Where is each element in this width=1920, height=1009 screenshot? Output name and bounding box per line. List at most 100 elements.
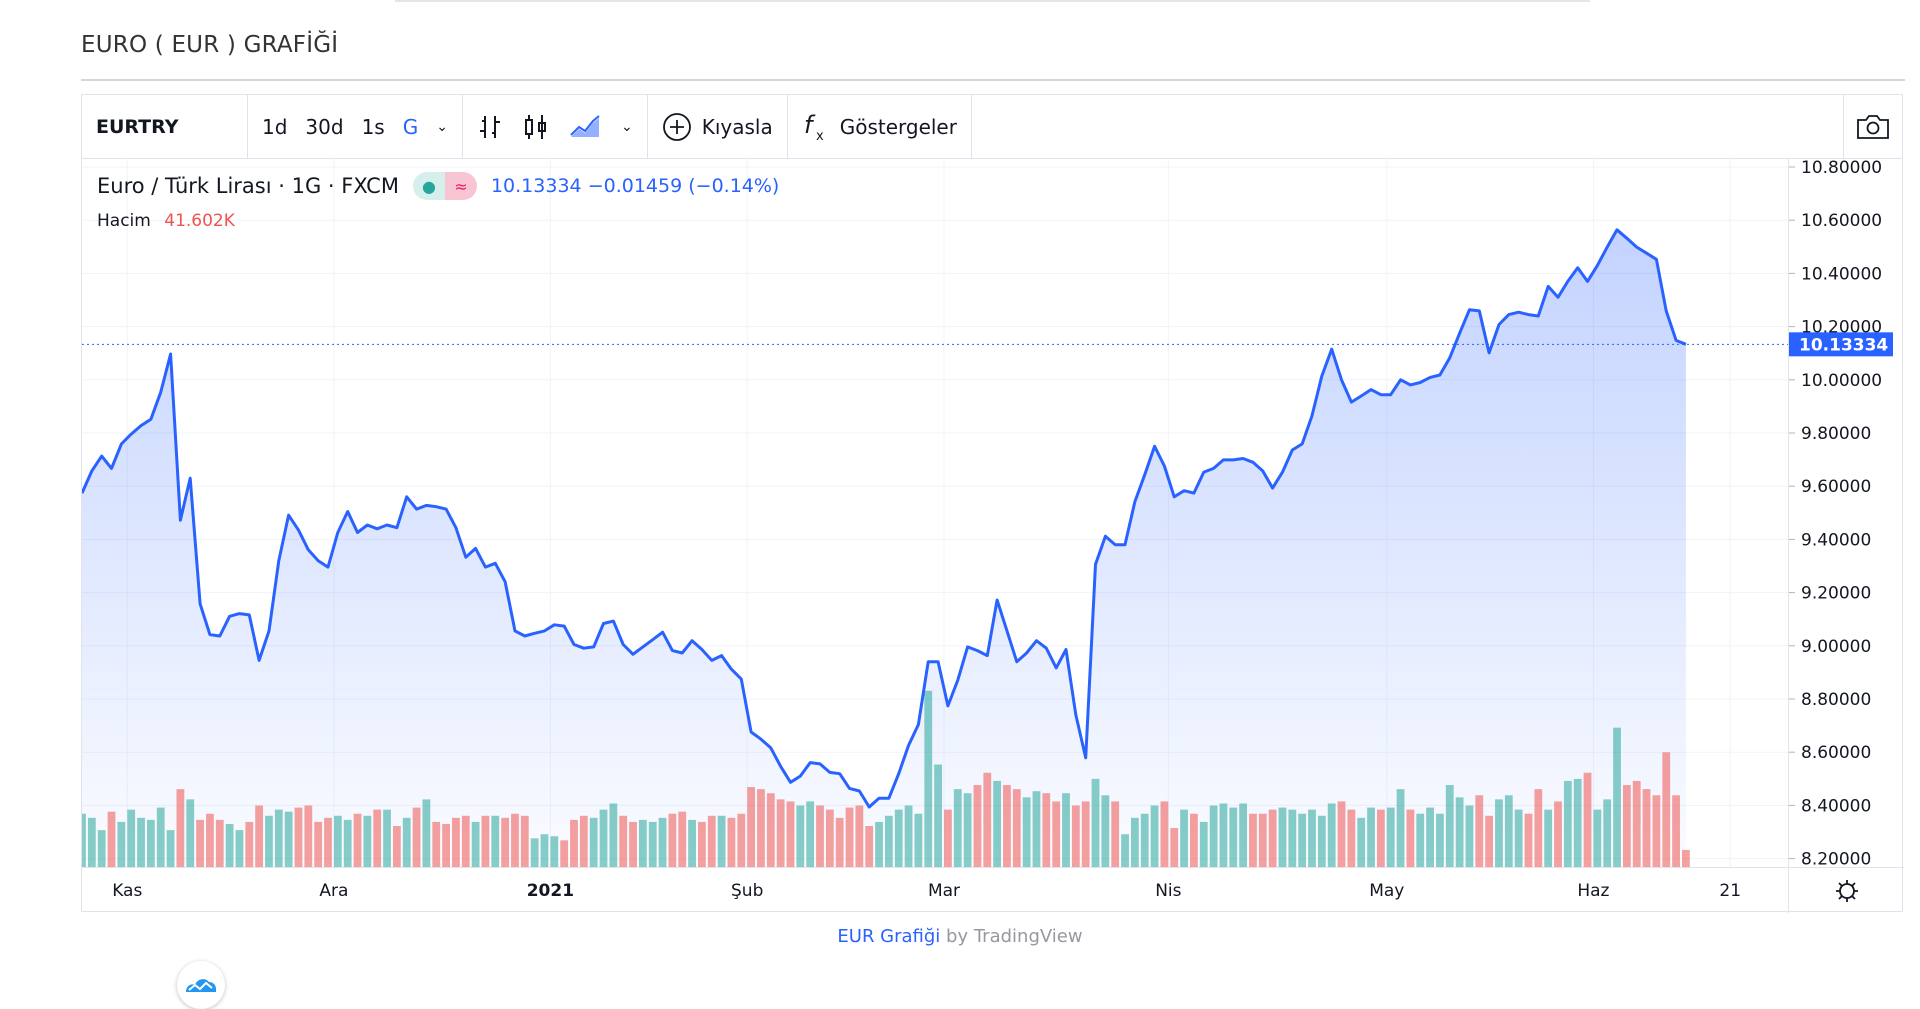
volume-bar (156, 807, 165, 867)
volume-bar (924, 690, 933, 867)
volume-bar (353, 813, 362, 867)
volume-bar (1288, 809, 1297, 867)
price-tick-label: 10.40000 (1801, 264, 1882, 284)
volume-bar (1426, 807, 1434, 867)
volume-bar (215, 819, 224, 867)
volume-bar (1081, 801, 1090, 867)
area-chart-icon[interactable] (569, 113, 601, 141)
price-tick-label: 8.20000 (1801, 850, 1871, 867)
price-tick-label: 9.80000 (1801, 424, 1871, 444)
volume-bar (875, 821, 883, 867)
volume-bar (944, 809, 952, 867)
volume-bar (766, 793, 775, 867)
volume-bar (235, 830, 244, 867)
volume-bar (1573, 778, 1582, 867)
volume-bar (973, 785, 982, 867)
volume-bar (1003, 785, 1011, 867)
screenshot-button[interactable] (1843, 95, 1902, 158)
volume-bar (776, 799, 785, 867)
volume-bar (501, 817, 510, 867)
volume-bar (1190, 813, 1198, 867)
volume-bar (1347, 809, 1356, 867)
tradingview-logo[interactable] (177, 961, 225, 1009)
volume-bar (540, 834, 549, 867)
volume-bar (1022, 797, 1031, 867)
approx-icon: ≈ (444, 172, 477, 200)
volume-bar (304, 805, 313, 867)
volume-bar (1603, 799, 1612, 867)
volume-bar (835, 817, 844, 867)
volume-bar (1367, 807, 1375, 867)
volume-bar (1327, 803, 1336, 867)
volume-bar (402, 817, 411, 867)
volume-bar (461, 815, 470, 867)
time-axis[interactable]: Kas Ara 2021 Şub Mar Nis May Haz 21 (82, 867, 1788, 913)
volume-bar (747, 787, 756, 867)
interval-g[interactable]: G (402, 114, 419, 139)
price-tick-label: 9.20000 (1801, 584, 1871, 604)
price-tick-label: 10.00000 (1801, 371, 1882, 391)
svg-text:x: x (816, 129, 824, 143)
time-tick-label: 2021 (527, 881, 574, 901)
volume-bar (1682, 849, 1690, 867)
volume-bar (1042, 793, 1051, 867)
series-title: Euro / Türk Lirası · 1G · FXCM (97, 174, 399, 198)
volume-bar (1268, 809, 1277, 867)
price-chart[interactable] (78, 158, 1788, 868)
chart-link[interactable]: EUR Grafiği (837, 926, 941, 947)
chevron-down-icon[interactable]: ⌄ (620, 118, 633, 135)
volume-bar (688, 819, 696, 867)
volume-bar (1239, 803, 1248, 867)
volume-bar (599, 809, 608, 867)
bar-chart-icon[interactable] (477, 113, 503, 141)
volume-bar (245, 821, 254, 867)
volume-bar (265, 815, 273, 867)
volume-bar (983, 772, 992, 867)
volume-bar (1071, 805, 1080, 867)
volume-bar (816, 805, 824, 867)
price-line (80, 228, 1687, 809)
last-price: 10.13334 (490, 175, 582, 197)
interval-1d[interactable]: 1d (262, 114, 288, 139)
volume-bar (727, 817, 736, 867)
candlestick-icon[interactable] (523, 113, 549, 141)
volume-bar (570, 819, 578, 867)
compare-button[interactable]: Kıyasla (648, 95, 788, 158)
volume-bar (186, 799, 195, 867)
volume-bar (146, 819, 155, 867)
volume-bar (324, 817, 332, 867)
volume-bar (1258, 813, 1267, 867)
price-axis[interactable]: 10.80000 10.60000 10.40000 10.20000 10.00000… (1788, 158, 1904, 870)
chevron-down-icon[interactable]: ⌄ (436, 118, 448, 135)
volume-bar (363, 815, 372, 867)
interval-30d[interactable]: 30d (305, 114, 344, 139)
volume-bar (471, 821, 480, 867)
volume-bar (1062, 793, 1070, 867)
top-divider (395, 0, 1590, 2)
volume-bar (392, 826, 401, 867)
volume-bar (481, 815, 490, 867)
interval-1s[interactable]: 1s (361, 114, 385, 139)
time-tick-label: Kas (112, 881, 142, 901)
volume-bar (1622, 785, 1631, 867)
volume-bar (166, 830, 175, 867)
volume-bar (1495, 799, 1503, 867)
volume-bar (294, 807, 303, 867)
volume-bar (1613, 727, 1621, 867)
volume-bar (1091, 778, 1100, 867)
volume-bar (1278, 807, 1287, 867)
volume-bar (530, 838, 539, 867)
volume-bar (314, 821, 323, 867)
volume-bar (1524, 813, 1533, 867)
chart-pane[interactable]: Euro / Türk Lirası · 1G · FXCM ● ≈ 10.13… (78, 158, 1788, 1009)
volume-bar (678, 811, 687, 867)
symbol-search[interactable]: EURTRY (82, 95, 248, 158)
page-title: EURO ( EUR ) GRAFİĞİ (81, 32, 339, 58)
chart-settings-button[interactable] (1788, 867, 1904, 913)
volume-bar (432, 821, 441, 867)
market-status-pill[interactable]: ● ≈ (412, 172, 477, 200)
indicators-label: Göstergeler (839, 114, 957, 139)
volume-bar (206, 813, 214, 867)
volume-bar (1249, 813, 1257, 867)
